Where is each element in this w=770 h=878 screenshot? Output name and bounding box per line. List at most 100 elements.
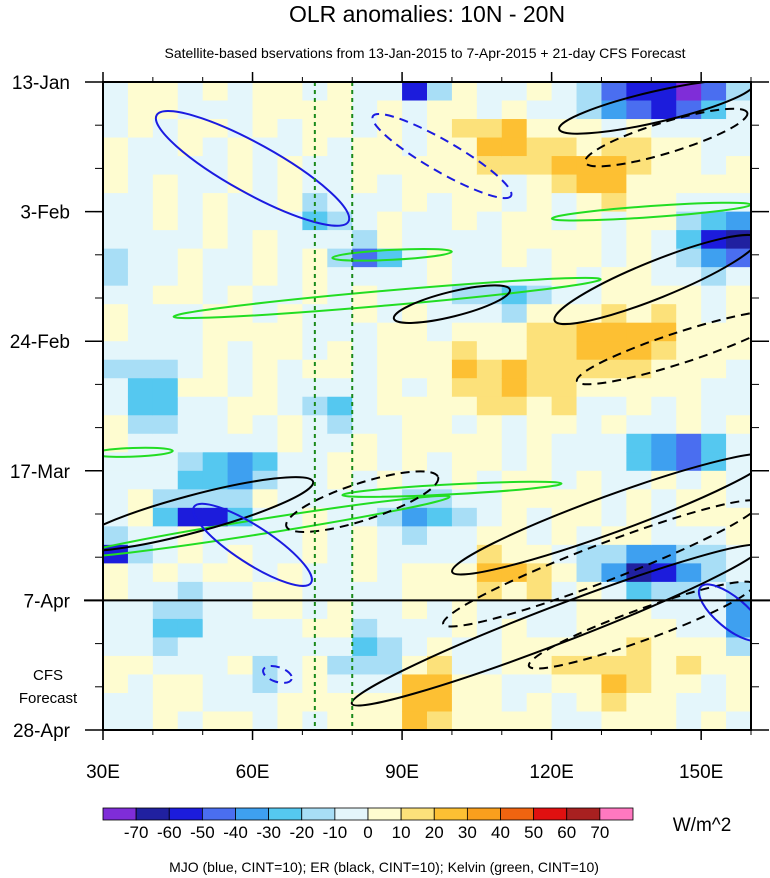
heatmap-cell: [103, 526, 129, 546]
heatmap-cell: [177, 82, 204, 102]
heatmap-cell: [227, 82, 254, 102]
heatmap-cell: [277, 156, 303, 176]
heatmap-cell: [252, 267, 279, 287]
heatmap-cell: [103, 193, 129, 213]
heatmap-cell: [377, 174, 403, 194]
heatmap-cell: [202, 137, 229, 157]
heatmap-cell: [451, 452, 478, 472]
heatmap-cell: [377, 655, 403, 676]
heatmap-cell: [302, 396, 328, 416]
heatmap-cell: [202, 637, 229, 657]
heatmap-cell: [651, 526, 677, 546]
heatmap-cell: [551, 82, 578, 102]
heatmap-cell: [501, 637, 528, 657]
heatmap-cell: [427, 618, 453, 639]
heatmap-cell: [377, 600, 403, 620]
heatmap-cell: [202, 452, 229, 472]
heatmap-cell: [476, 119, 503, 139]
colorbar: -70 -60 -50 -40 -30 -20 -10 0 10 20 30 40 50 60 70: [102, 807, 634, 842]
heatmap-cell: [277, 137, 303, 157]
heatmap-cell: [701, 359, 727, 379]
heatmap-cell: [726, 544, 751, 564]
heatmap-cell: [726, 156, 751, 176]
heatmap-cell: [352, 415, 378, 435]
heatmap-cell: [103, 322, 129, 342]
heatmap-cell: [501, 322, 528, 342]
heatmap-cell: [327, 526, 353, 546]
heatmap-cell: [551, 156, 578, 176]
heatmap-cell: [701, 711, 727, 730]
heatmap-cell: [576, 433, 603, 453]
heatmap-cell: [327, 433, 353, 453]
heatmap-cell: [501, 396, 528, 416]
heatmap-cell: [427, 637, 453, 657]
heatmap-cell: [277, 359, 303, 379]
heatmap-cell: [352, 581, 378, 601]
heatmap-cell: [576, 193, 603, 213]
heatmap-cell: [451, 378, 478, 398]
heatmap-cell: [501, 489, 528, 509]
heatmap-cell: [152, 637, 179, 657]
heatmap-cell: [626, 396, 652, 416]
heatmap-cell: [327, 137, 353, 157]
heatmap-cell: [651, 174, 677, 194]
heatmap-cell: [277, 674, 303, 694]
heatmap-cell: [352, 433, 378, 453]
heatmap-cell: [252, 359, 279, 379]
heatmap-cell: [202, 396, 229, 416]
heatmap-cell: [576, 230, 603, 250]
heatmap-cell: [576, 674, 603, 694]
heatmap-cell: [327, 378, 353, 398]
heatmap-cell: [152, 230, 179, 250]
heatmap-cell: [701, 489, 727, 509]
heatmap-cell: [526, 230, 553, 250]
heatmap-cell: [327, 396, 353, 416]
heatmap-cell: [103, 489, 129, 509]
heatmap-cell: [352, 637, 378, 657]
heatmap-cell: [377, 415, 403, 435]
heatmap-cell: [177, 378, 204, 398]
heatmap-cell: [177, 692, 204, 713]
heatmap-cell: [402, 100, 428, 120]
heatmap-cell: [352, 322, 378, 342]
heatmap-cell: [152, 341, 179, 361]
heatmap-cell: [526, 267, 553, 287]
heatmap-cell: [701, 544, 727, 564]
heatmap-cell: [601, 193, 627, 213]
heatmap-cell: [227, 655, 254, 676]
heatmap-cell: [726, 267, 751, 287]
heatmap-cell: [352, 193, 378, 213]
heatmap-cell: [427, 544, 453, 564]
heatmap-cell: [626, 174, 652, 194]
heatmap-cell: [377, 230, 403, 250]
heatmap-cell: [626, 341, 652, 361]
heatmap-cell: [377, 211, 403, 231]
heatmap-cell: [451, 359, 478, 379]
heatmap-cell: [352, 341, 378, 361]
heatmap-cell: [626, 137, 652, 157]
heatmap-cell: [103, 267, 129, 287]
heatmap-cell: [177, 285, 204, 305]
heatmap-cell: [327, 674, 353, 694]
heatmap-cell: [526, 674, 553, 694]
heatmap-cell: [501, 452, 528, 472]
heatmap-cell: [302, 100, 328, 120]
heatmap-cell: [476, 304, 503, 324]
heatmap-cell: [651, 193, 677, 213]
heatmap-cell: [601, 470, 627, 490]
heatmap-cell: [327, 304, 353, 324]
heatmap-cell: [626, 637, 652, 657]
colorbar-label: 50: [524, 823, 543, 842]
heatmap-cell: [177, 433, 204, 453]
heatmap-cell: [501, 230, 528, 250]
colorbar-label: 40: [491, 823, 510, 842]
heatmap-cell: [252, 415, 279, 435]
heatmap-cell: [626, 304, 652, 324]
heatmap-cell: [551, 174, 578, 194]
heatmap-cell: [526, 618, 553, 639]
heatmap-cell: [476, 174, 503, 194]
heatmap-cell: [352, 711, 378, 730]
heatmap-cell: [152, 119, 179, 139]
heatmap-cell: [451, 156, 478, 176]
heatmap-cell: [551, 304, 578, 324]
